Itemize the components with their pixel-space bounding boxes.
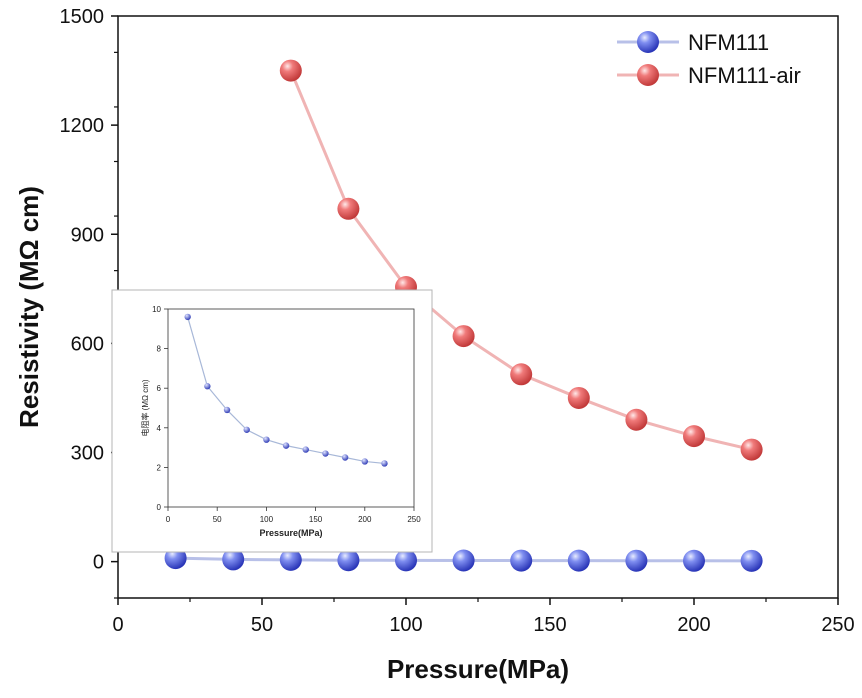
legend-marker-1 bbox=[637, 31, 659, 53]
data-point bbox=[625, 408, 648, 431]
inset-data-point bbox=[243, 426, 250, 433]
data-point bbox=[740, 549, 763, 572]
inset-data-point bbox=[361, 458, 368, 465]
inset-data-point bbox=[282, 442, 290, 449]
y-axis-title: Resistivity (MΩ cm) bbox=[14, 186, 44, 428]
data-point bbox=[164, 547, 187, 570]
data-point bbox=[683, 549, 705, 572]
x-axis-title: Pressure(MPa) bbox=[387, 654, 569, 684]
legend-label-1: NFM111 bbox=[688, 30, 769, 55]
inset-x-tick-label: 100 bbox=[260, 515, 274, 524]
data-point bbox=[395, 549, 417, 572]
inset-x-tick-label: 50 bbox=[213, 515, 222, 524]
y-tick-label: 900 bbox=[71, 224, 104, 246]
inset-frame bbox=[167, 308, 415, 508]
inset-panel bbox=[111, 289, 433, 553]
data-point bbox=[337, 549, 360, 572]
legend-label-2: NFM111-air bbox=[688, 63, 801, 88]
x-tick-label: 200 bbox=[677, 614, 710, 636]
data-point bbox=[625, 549, 648, 572]
inset-data-point bbox=[204, 383, 211, 390]
inset-x-tick-label: 0 bbox=[166, 515, 171, 524]
inset-y-tick-label: 8 bbox=[157, 345, 162, 354]
x-tick-label: 50 bbox=[251, 614, 273, 636]
inset-data-point bbox=[184, 313, 191, 321]
x-tick-label: 100 bbox=[389, 614, 422, 636]
data-point bbox=[279, 59, 302, 82]
inset-y-axis-title: 电阻率 (MΩ cm) bbox=[140, 379, 150, 436]
inset-x-tick-label: 150 bbox=[309, 515, 323, 524]
inset-data-point bbox=[223, 406, 231, 414]
inset-y-tick-label: 10 bbox=[152, 305, 161, 314]
data-point bbox=[337, 197, 360, 220]
data-point bbox=[452, 325, 475, 348]
main-plot: 0 50 100 150 200 250030060090012001500Pressur… bbox=[14, 6, 855, 684]
inset-data-point bbox=[263, 436, 270, 443]
inset-data-point bbox=[381, 460, 388, 467]
y-tick-label: 1500 bbox=[60, 6, 105, 28]
data-point bbox=[510, 549, 533, 572]
data-point bbox=[740, 438, 763, 461]
y-tick-label: 600 bbox=[71, 333, 104, 355]
data-point bbox=[452, 549, 475, 572]
x-tick-label: 0 bbox=[112, 614, 123, 636]
inset-x-axis-title: Pressure(MPa) bbox=[259, 528, 322, 538]
data-point bbox=[510, 363, 533, 386]
inset-y-tick-label: 4 bbox=[157, 424, 162, 433]
inset-y-tick-label: 0 bbox=[157, 503, 162, 512]
data-point bbox=[222, 548, 245, 571]
x-tick-label: 250 bbox=[821, 614, 854, 636]
y-tick-label: 1200 bbox=[60, 115, 105, 137]
inset-data-point bbox=[341, 454, 349, 461]
data-point bbox=[567, 386, 590, 409]
inset-x-tick-label: 200 bbox=[358, 515, 372, 524]
y-tick-label: 300 bbox=[71, 443, 104, 465]
inset-y-tick-label: 2 bbox=[157, 463, 162, 472]
y-tick-label: 0 bbox=[93, 552, 104, 574]
x-tick-label: 150 bbox=[533, 614, 566, 636]
inset-y-tick-label: 6 bbox=[157, 384, 162, 393]
inset-data-point bbox=[322, 450, 329, 457]
inset-x-tick-label: 250 bbox=[407, 515, 421, 524]
legend-marker-2 bbox=[637, 64, 659, 86]
inset-data-point bbox=[302, 446, 309, 453]
data-point bbox=[567, 549, 590, 572]
data-point bbox=[279, 548, 302, 571]
inset-plot: 0 50 100 150 200 250 0 2 4 6 8 10 Pressure(MPa) 电阻率 (… bbox=[111, 289, 433, 553]
data-point bbox=[683, 425, 705, 448]
